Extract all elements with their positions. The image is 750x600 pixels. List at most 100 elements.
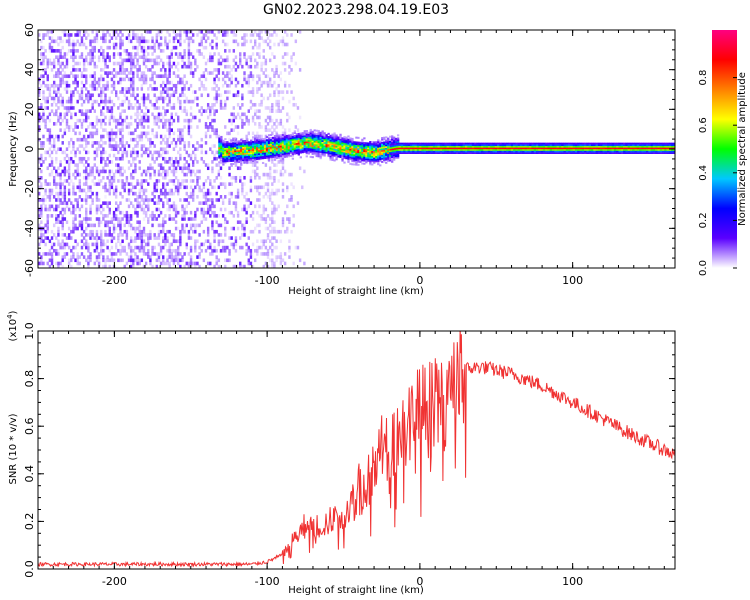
spectrogram-cell <box>240 152 243 155</box>
spectrogram-cell <box>52 83 56 88</box>
spectrogram-cell <box>224 264 227 268</box>
spectrogram-cell <box>239 245 242 250</box>
spectrogram-cell <box>70 49 73 53</box>
spectrogram-cell <box>194 223 197 228</box>
spectrogram-cell <box>140 179 144 183</box>
spectrogram-cell <box>363 150 366 153</box>
spectrogram-cell <box>117 179 120 183</box>
spectrogram-cell <box>241 93 244 98</box>
spectrogram-cell <box>140 242 144 247</box>
spectrogram-cell <box>264 261 268 266</box>
spectrogram-cell <box>435 152 438 154</box>
spectrogram-cell <box>144 195 148 199</box>
spectrogram-cell <box>264 74 268 79</box>
spectrogram-cell <box>439 149 443 151</box>
spectrogram-cell <box>97 169 101 174</box>
spectrogram-cell <box>242 144 245 147</box>
spectrogram-cell <box>114 147 118 152</box>
spectrogram-cell <box>268 77 272 82</box>
spectrogram-cell <box>281 140 285 143</box>
spectrogram-cell <box>234 163 238 167</box>
spectrogram-cell <box>258 204 261 209</box>
spectrogram-cell <box>224 144 227 147</box>
spectrogram-cell <box>189 191 193 196</box>
spectrogram-cell <box>177 61 180 66</box>
spectrogram-cell <box>112 226 116 231</box>
spectrogram-cell <box>369 153 372 156</box>
spectrogram-cell <box>121 61 124 66</box>
spectrogram-cell <box>129 163 133 167</box>
spectrogram-cell <box>112 74 116 79</box>
spectrogram-cell <box>251 74 255 79</box>
spectrogram-cell <box>132 77 135 82</box>
spectrogram-cell <box>215 198 218 202</box>
spectrogram-cell <box>100 245 103 250</box>
spectrogram-cell <box>87 258 90 263</box>
spectrogram-cell <box>97 77 101 82</box>
spectrogram-cell <box>149 229 152 234</box>
spectrogram-cell <box>174 248 178 253</box>
spectrogram-cell <box>127 58 131 63</box>
spectrogram-cell <box>267 145 271 148</box>
spectrogram-cell <box>367 150 370 153</box>
spectrogram-cell <box>164 239 167 244</box>
spectrogram-cell <box>102 87 105 91</box>
spectrogram-cell <box>132 71 135 75</box>
spectrogram-cell <box>144 172 148 177</box>
spectrogram-cell <box>281 61 285 66</box>
spectrogram-cell <box>343 142 346 145</box>
spectrogram-cell <box>42 115 45 120</box>
spectrogram-cell <box>285 141 289 144</box>
spectrogram-cell <box>108 160 111 164</box>
spectrogram-cell <box>273 90 276 94</box>
spectrogram-cell <box>321 149 324 152</box>
spectrogram-cell <box>218 147 221 150</box>
spectrogram-cell <box>396 150 399 153</box>
spectrogram-cell <box>181 134 184 139</box>
spectrogram-cell <box>426 149 429 151</box>
spectrogram-cell <box>38 33 41 37</box>
spectrogram-cell <box>136 214 139 218</box>
spectrogram-cell <box>57 229 60 234</box>
spectrogram-cell <box>166 182 169 186</box>
spectrogram-cell <box>67 125 71 129</box>
spectrogram-cell <box>138 166 141 171</box>
spectrogram-cell <box>153 172 156 177</box>
spectrogram-cell <box>319 136 322 139</box>
spectrogram-cell <box>136 52 139 56</box>
spectrogram-cell <box>228 144 231 147</box>
spectrogram-cell <box>317 150 320 153</box>
spectrogram-cell <box>162 61 165 66</box>
spectrogram-cell <box>110 112 114 117</box>
spectrogram-cell <box>307 135 310 138</box>
spectrogram-cell <box>55 172 58 177</box>
spectrogram-cell <box>251 33 255 37</box>
spectrogram-cell <box>59 220 62 224</box>
spectrogram-cell <box>196 169 199 174</box>
spectrogram-cell <box>65 160 69 164</box>
spectrogram-cell <box>317 144 320 147</box>
spectrogram-cell <box>351 147 354 150</box>
spectrogram-cell <box>179 258 182 263</box>
spectrogram-cell <box>185 242 188 247</box>
spectrogram-cell <box>57 242 60 247</box>
spectrogram-cell <box>55 261 58 266</box>
spectrogram-cell <box>283 42 287 47</box>
spectrogram-cell <box>108 137 111 142</box>
spectrogram-cell <box>297 148 300 151</box>
spectrogram-cell <box>396 152 399 155</box>
spectrogram-cell <box>234 68 238 72</box>
spectrogram-cell <box>295 142 299 145</box>
spectrogram-cell <box>313 153 316 156</box>
spectrogram-cell <box>200 93 203 98</box>
spectrogram-cell <box>268 115 272 120</box>
spectrogram-cell <box>151 198 154 202</box>
spectrogram-cell <box>474 144 477 147</box>
spectrogram-cell <box>65 252 69 256</box>
spectrogram-cell <box>285 149 289 152</box>
spectrogram-cell <box>183 252 186 256</box>
spectrogram-cell <box>343 145 346 148</box>
spectrogram-cell <box>149 30 152 34</box>
spectrogram-cell <box>132 226 135 231</box>
spectrogram-cell <box>226 158 229 161</box>
